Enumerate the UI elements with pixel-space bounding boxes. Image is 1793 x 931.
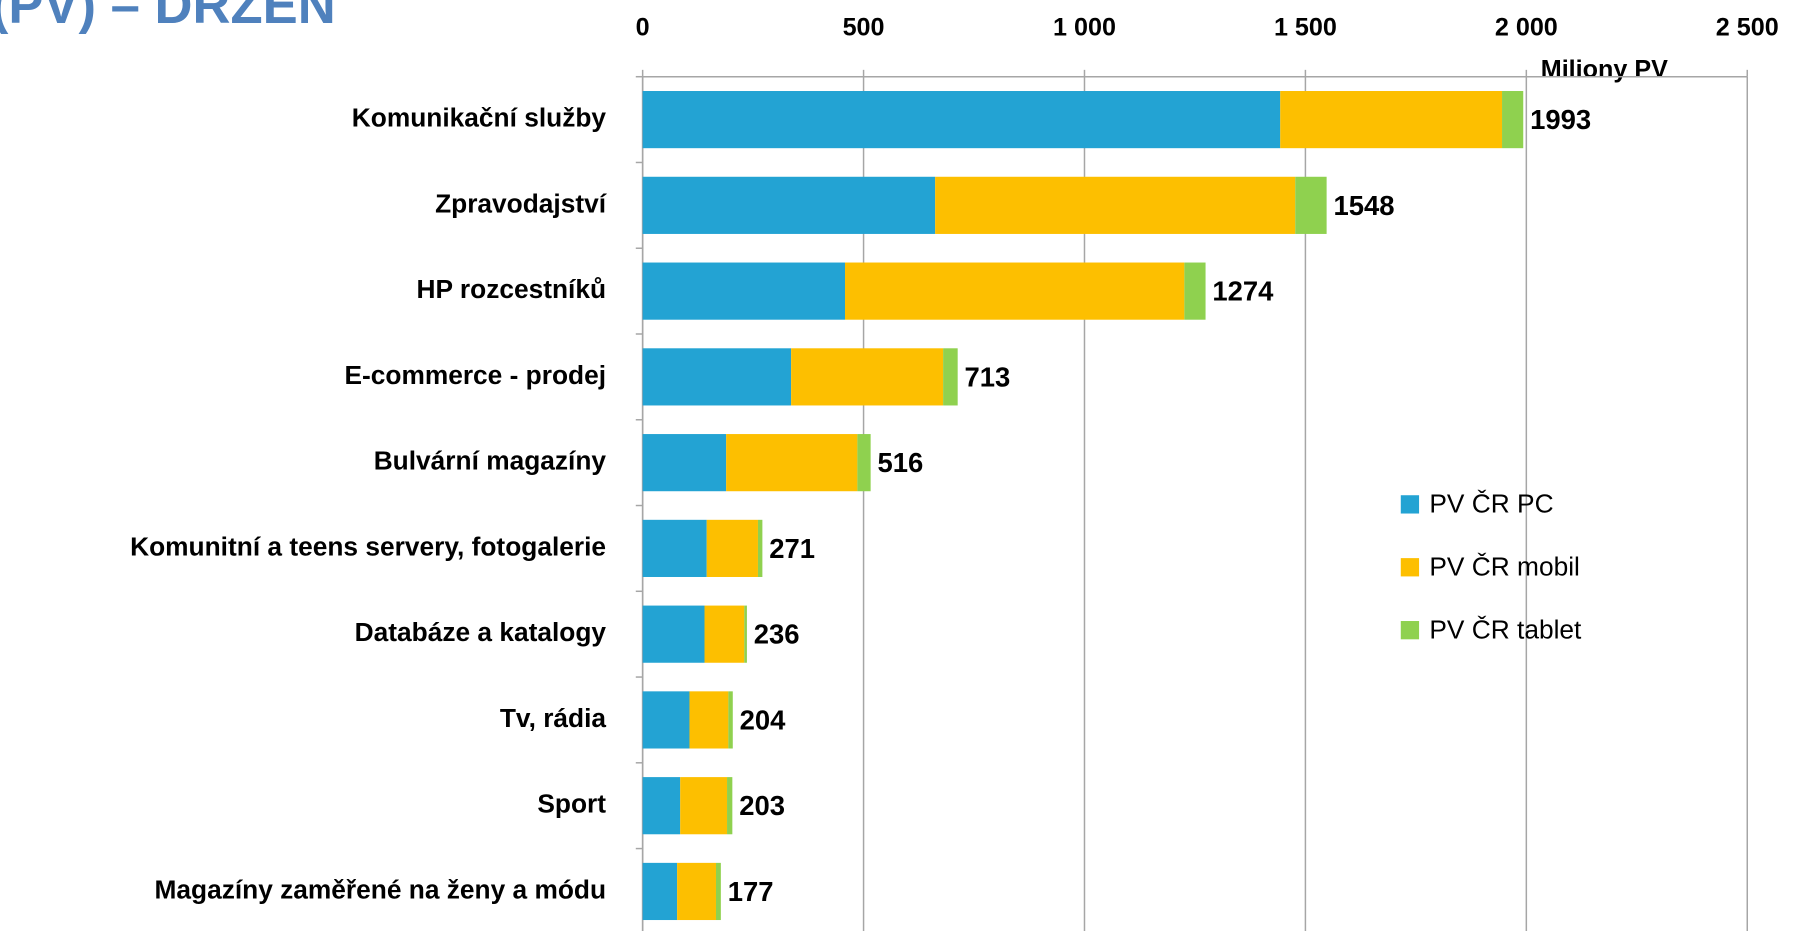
- y-tick-label: Tv, rádia: [500, 703, 607, 733]
- bar-segment: [642, 176, 936, 234]
- legend-swatch: [1400, 621, 1420, 640]
- legend-label: PV ČR tablet: [1429, 614, 1582, 644]
- y-tick-label: Komunitní a teens servery, fotogalerie: [130, 531, 606, 561]
- bar-segment: [845, 262, 1185, 320]
- total-label: 1548: [1333, 190, 1394, 221]
- bar-segment: [642, 519, 707, 577]
- y-tick-label: Databáze a katalogy: [355, 617, 607, 647]
- total-label: 271: [769, 533, 815, 564]
- total-label: 1274: [1212, 276, 1274, 307]
- bar-segment: [689, 691, 729, 749]
- total-label: 204: [740, 704, 787, 735]
- total-label: 1993: [1530, 104, 1591, 135]
- y-tick-label: HP rozcestníků: [417, 274, 607, 304]
- bar-segment: [642, 348, 792, 406]
- bar-segment: [943, 348, 958, 406]
- legend-swatch: [1400, 495, 1420, 514]
- x-tick-label: 1 500: [1274, 13, 1337, 41]
- y-tick-label: Zpravodajství: [435, 188, 608, 218]
- x-axis-title: Miliony PV: [1541, 56, 1668, 84]
- y-tick-label: Magazíny zaměřené na ženy a módu: [154, 874, 606, 904]
- bar-segment: [706, 519, 758, 577]
- bar-segment: [726, 434, 858, 492]
- total-label: 177: [728, 876, 774, 907]
- bar-segment: [791, 348, 944, 406]
- y-tick-label: Bulvární magazíny: [374, 446, 607, 476]
- y-tick-label: Sport: [537, 789, 606, 819]
- x-tick-label: 2 000: [1495, 13, 1558, 41]
- bar-segment: [1280, 91, 1503, 149]
- bar-segment: [642, 91, 1281, 149]
- bar-segment: [1295, 176, 1327, 234]
- bar-segment: [1502, 91, 1524, 149]
- total-label: 236: [754, 619, 800, 650]
- total-label: 713: [965, 361, 1011, 392]
- legend-label: PV ČR mobil: [1429, 551, 1580, 581]
- bar-segment: [642, 605, 705, 663]
- bar-segment: [680, 777, 728, 835]
- chart-title: (PV) – DRZEN: [0, 0, 336, 35]
- bar-segment: [642, 434, 727, 492]
- bar-segment: [677, 862, 716, 921]
- x-tick-label: 2 500: [1716, 13, 1779, 41]
- legend-label: PV ČR PC: [1429, 488, 1553, 518]
- bar-segment: [857, 434, 871, 492]
- bar-segment: [935, 176, 1296, 234]
- x-tick-label: 0: [636, 13, 650, 41]
- bar-segment: [642, 691, 690, 749]
- y-tick-label: E-commerce - prodej: [344, 360, 606, 390]
- bar-segment: [728, 691, 733, 749]
- x-tick-label: 500: [843, 13, 885, 41]
- bar-segment: [642, 262, 846, 320]
- bar-segment: [1184, 262, 1206, 320]
- bar-segment: [642, 862, 678, 921]
- bar-segment: [757, 519, 763, 577]
- bar-segment: [715, 862, 721, 921]
- bar-segment: [727, 777, 733, 835]
- bar-segment: [704, 605, 745, 663]
- bar-segment: [744, 605, 747, 663]
- total-label: 516: [877, 447, 923, 478]
- total-label: 203: [739, 790, 785, 821]
- y-tick-label: Komunikační služby: [352, 103, 607, 133]
- legend-swatch: [1400, 558, 1420, 577]
- bar-segment: [642, 777, 681, 835]
- x-tick-label: 1 000: [1053, 13, 1116, 41]
